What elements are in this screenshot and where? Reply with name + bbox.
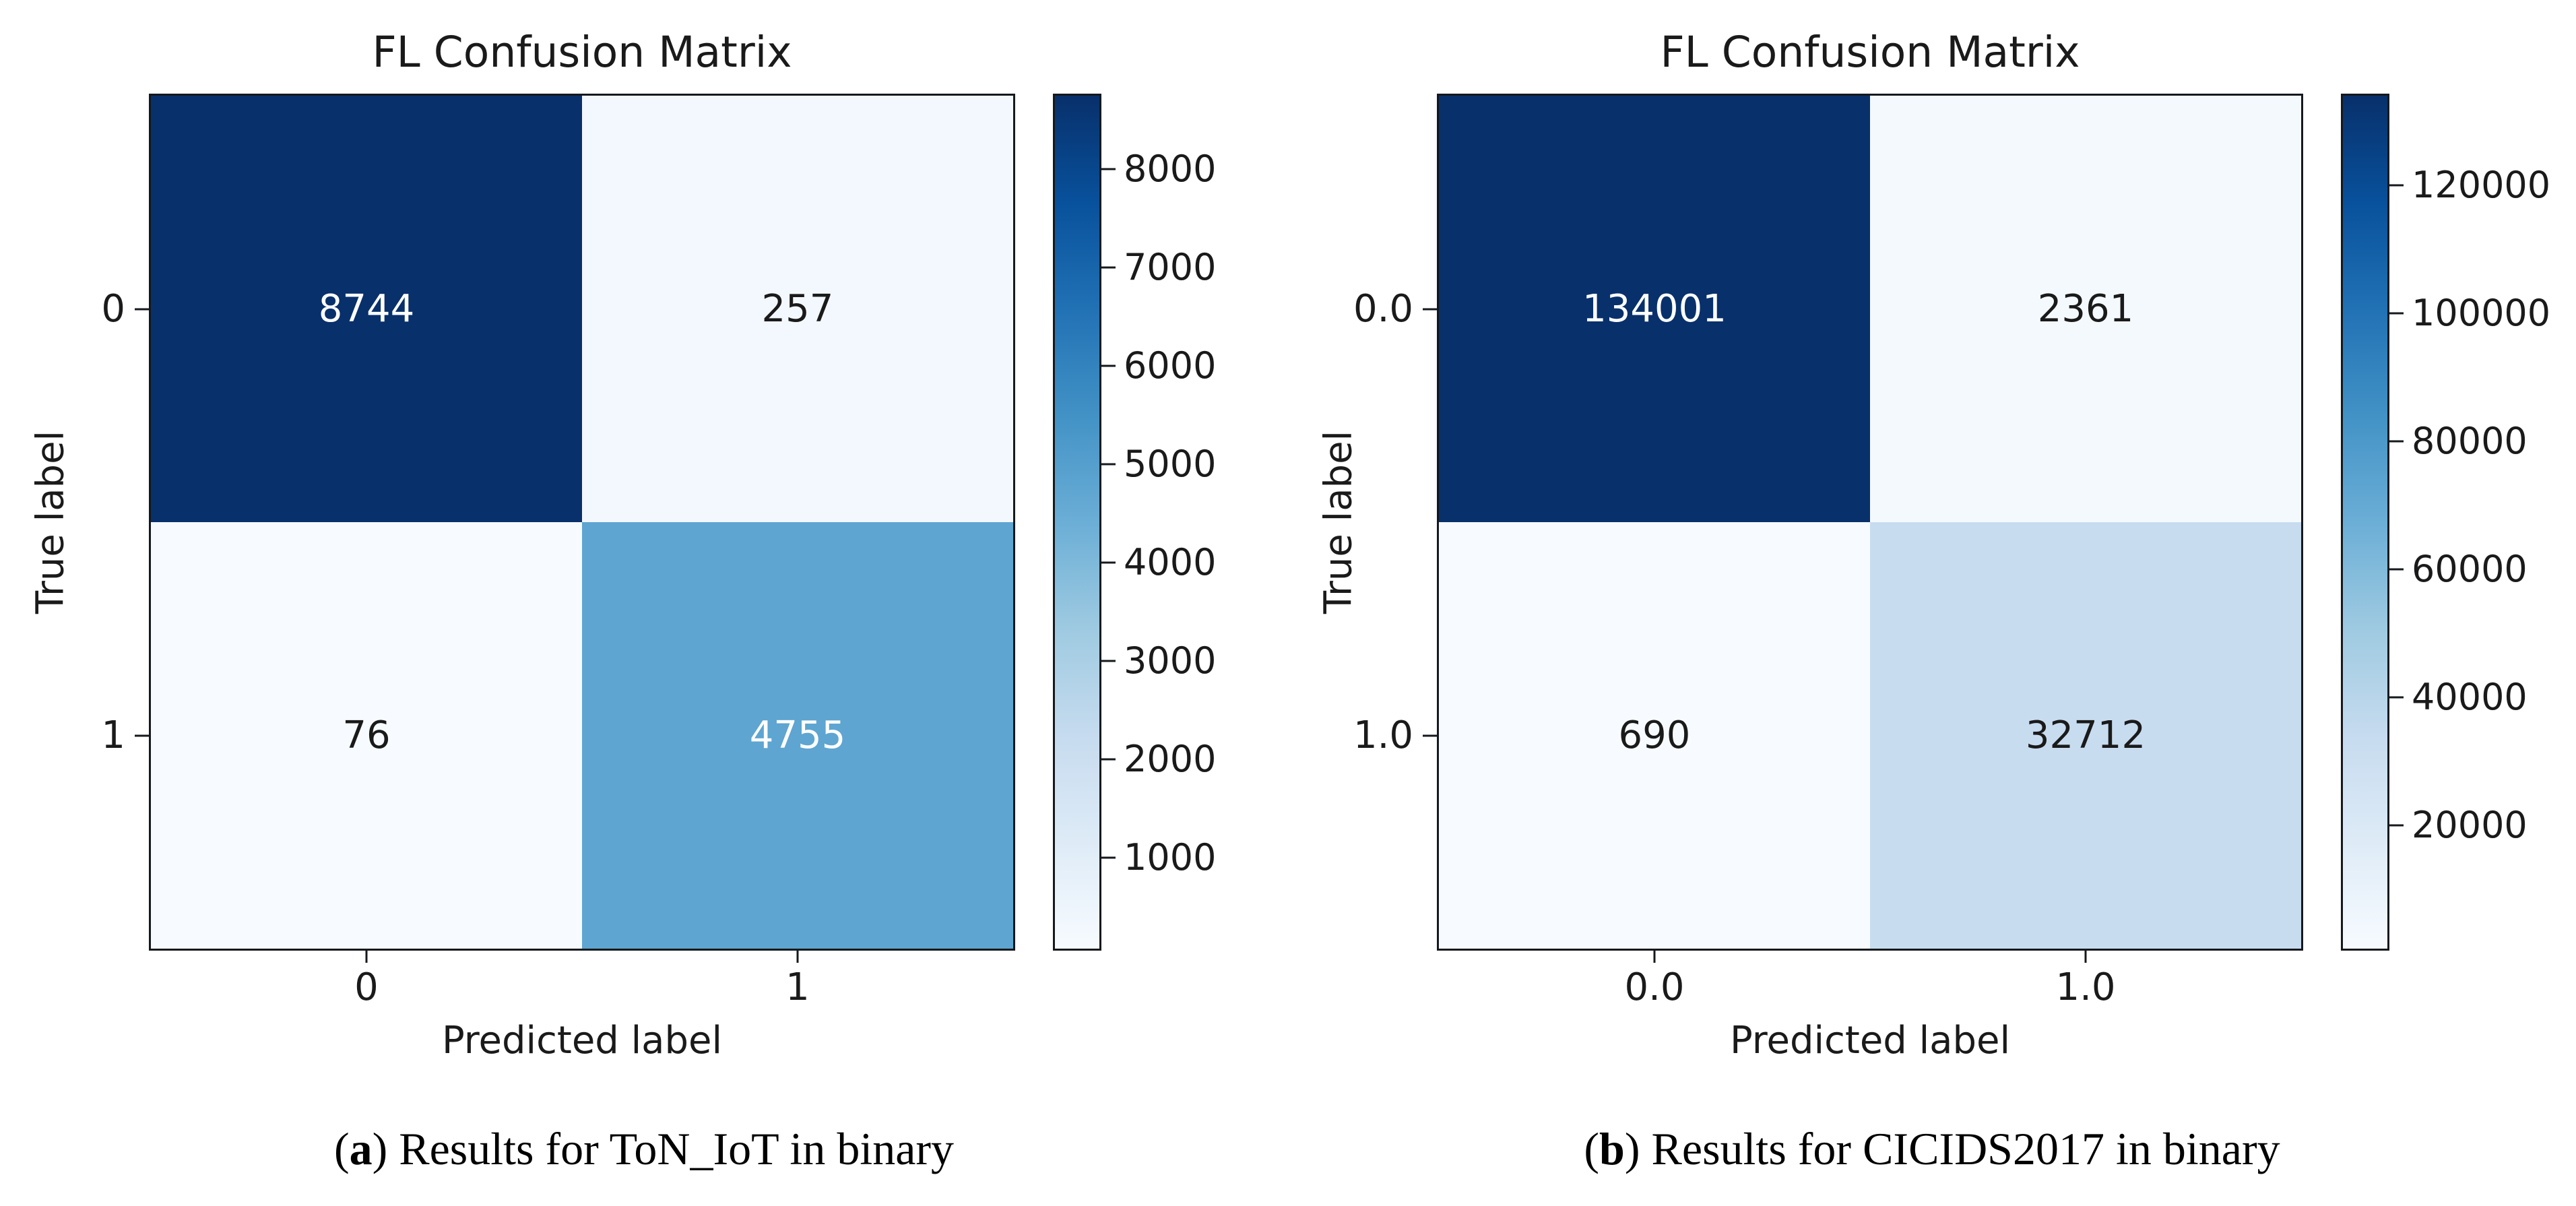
colorbar-tick-label: 60000 [2412,547,2527,590]
cell-value: 8744 [318,287,415,331]
y-tick-mark [135,734,149,736]
matrix-cell-r0c0: 134001 [1439,96,1870,522]
colorbar-tick-mark [2389,824,2404,827]
colorbar-tick-mark [1101,561,1116,564]
colorbar-tick-label: 8000 [1124,147,1217,190]
colorbar-tick-mark [1101,266,1116,269]
caption-letter: a [349,1123,373,1174]
cell-value: 76 [342,713,391,757]
y-tick-mark [135,308,149,310]
caption-paren: ( [1584,1123,1600,1174]
colorbar-tick-mark [2389,312,2404,315]
colorbar-tick-mark [1101,364,1116,367]
y-tick-label: 1 [101,713,125,757]
matrix-cell-r1c0: 76 [151,522,582,949]
colorbar-tick-mark [1101,758,1116,761]
y-tick-label: 0 [101,286,125,331]
cell-value: 134001 [1582,287,1727,331]
y-tick-mark [1423,734,1437,736]
x-tick-mark [1653,949,1656,963]
caption-paren: ) [372,1123,388,1174]
confusion-matrix-panel-b: FL Confusion Matrix True label 134001 236… [1288,0,2576,1206]
matrix-cell-r1c0: 690 [1439,522,1870,949]
colorbar-tick-mark [2389,568,2404,571]
colorbar-gradient [2343,96,2387,949]
x-tick-mark [2084,949,2087,963]
caption-text: Results for ToN_IoT in binary [387,1123,955,1174]
matrix-cell-r0c1: 257 [582,96,1013,522]
caption-paren: ) [1624,1123,1640,1174]
colorbar-tick-label: 2000 [1124,737,1217,780]
cell-value: 690 [1618,713,1691,757]
matrix-cell-r1c1: 4755 [582,522,1013,949]
colorbar-tick-mark [1101,168,1116,170]
confusion-matrix-panel-a: FL Confusion Matrix True label 8744 257 76… [0,28,1288,1176]
plot-title: FL Confusion Matrix [372,28,792,77]
cell-value: 4755 [749,713,846,757]
subfigure-caption: (b) Results for CICIDS2017 in binary [1288,1122,2576,1176]
x-tick-label: 1 [785,965,810,1009]
cell-value: 32712 [2025,713,2146,757]
x-axis-label: Predicted label [441,1019,723,1062]
y-tick-label: 1.0 [1353,713,1413,757]
x-tick-mark [365,949,368,963]
x-axis-label: Predicted label [1729,1019,2011,1062]
colorbar-tick-label: 4000 [1124,540,1217,583]
matrix-cell-r1c1: 32712 [1870,522,2301,949]
colorbar-tick-label: 20000 [2412,803,2527,846]
plot-title: FL Confusion Matrix [1660,28,2080,77]
colorbar-tick-mark [2389,440,2404,443]
y-axis-label: True label [1316,430,1361,614]
heatmap-grid: 8744 257 76 4755 [149,94,1015,951]
caption-letter: b [1599,1123,1625,1174]
colorbar-tick-mark [1101,660,1116,662]
matrix-cell-r0c0: 8744 [151,96,582,522]
x-tick-label: 0.0 [1624,965,1685,1009]
colorbar-tick-label: 5000 [1124,442,1217,485]
colorbar-tick-label: 7000 [1124,245,1217,288]
colorbar-tick-label: 3000 [1124,639,1217,682]
matrix-cell-r0c1: 2361 [1870,96,2301,522]
colorbar-tick-label: 80000 [2412,419,2527,462]
colorbar-gradient [1055,96,1099,949]
y-tick-mark [1423,308,1437,310]
caption-text: Results for CICIDS2017 in binary [1640,1123,2280,1174]
colorbar-tick-mark [2389,184,2404,187]
x-tick-mark [796,949,799,963]
colorbar [2341,94,2389,951]
colorbar-tick-mark [2389,696,2404,699]
caption-paren: ( [333,1123,350,1174]
colorbar-tick-label: 6000 [1124,344,1217,387]
x-tick-label: 0 [354,965,379,1009]
colorbar-tick-mark [1101,463,1116,466]
colorbar [1053,94,1101,951]
y-tick-label: 0.0 [1353,286,1413,331]
cell-value: 2361 [2037,287,2134,331]
colorbar-tick-label: 120000 [2412,163,2551,206]
x-tick-label: 1.0 [2055,965,2116,1009]
subfigure-caption: (a) Results for ToN_IoT in binary [0,1122,1288,1176]
colorbar-tick-label: 40000 [2412,675,2527,718]
y-axis-label: True label [28,430,73,614]
cell-value: 257 [761,287,834,331]
heatmap-grid: 134001 2361 690 32712 [1437,94,2303,951]
colorbar-tick-mark [1101,856,1116,859]
colorbar-tick-label: 1000 [1124,836,1217,879]
colorbar-tick-label: 100000 [2412,291,2551,334]
